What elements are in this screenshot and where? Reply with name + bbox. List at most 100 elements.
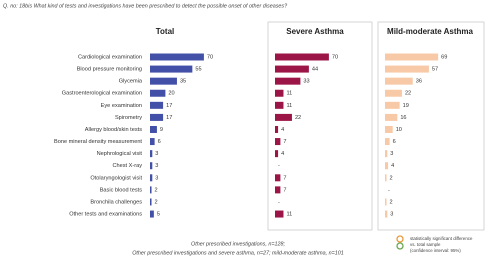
value-label: 70 (207, 54, 213, 60)
value-label: 2 (390, 175, 393, 181)
bar (385, 113, 398, 121)
bar (150, 198, 152, 206)
value-label: 4 (281, 127, 284, 133)
category-label: Eye examination (101, 103, 142, 109)
note: Other prescribed investigations and seve… (132, 250, 344, 256)
bar (275, 113, 292, 121)
value-label: 17 (166, 103, 172, 109)
value-label: 5 (157, 212, 160, 218)
bar (275, 77, 301, 85)
significance-note: vs. total sample (410, 242, 441, 247)
value-label: 3 (390, 212, 393, 218)
bar (150, 186, 152, 194)
category-label: Bone mineral density measurement (54, 139, 142, 145)
category-label: Allergy blood/skin tests (85, 127, 142, 133)
value-label: 55 (195, 67, 201, 73)
value-label: 16 (400, 115, 406, 121)
bar (385, 162, 389, 170)
bar (275, 186, 281, 194)
category-label: Otolaryngologist visit (90, 175, 142, 181)
bar (275, 53, 329, 61)
value-label: 3 (390, 151, 393, 157)
value-label: 17 (166, 115, 172, 121)
bar (150, 210, 154, 218)
bar (150, 125, 157, 133)
panel-frame (377, 21, 485, 231)
value-label: 69 (441, 54, 447, 60)
value-label: 2 (155, 199, 158, 205)
category-label: Gastroenterological examination (62, 91, 142, 97)
bar (385, 125, 393, 133)
value-label: - (388, 187, 390, 193)
category-label: Basic blood tests (100, 187, 142, 193)
bar (385, 150, 388, 158)
bar (385, 138, 390, 146)
value-label: 6 (393, 139, 396, 145)
bar (150, 101, 164, 109)
bar (385, 174, 387, 182)
bar (150, 113, 164, 121)
bar (385, 77, 413, 85)
value-label: - (278, 199, 280, 205)
panel-title: Severe Asthma (286, 27, 344, 36)
panel-title: Total (156, 27, 175, 36)
category-label: Glycemia (119, 79, 143, 85)
value-label: 4 (281, 151, 284, 157)
value-label: 2 (390, 199, 393, 205)
value-label: 9 (160, 127, 163, 133)
value-label: 22 (405, 91, 411, 97)
significance-icon (396, 235, 404, 250)
bar (150, 65, 193, 73)
bar (385, 210, 388, 218)
bar (275, 65, 309, 73)
bar (275, 138, 281, 146)
category-label: Chest X-ray (112, 163, 142, 169)
value-label: 7 (283, 175, 286, 181)
bar (150, 174, 153, 182)
bar (150, 77, 177, 85)
value-label: 4 (391, 163, 394, 169)
value-label: 7 (283, 187, 286, 193)
bar (275, 210, 284, 218)
value-label: 44 (312, 67, 318, 73)
value-label: 2 (155, 187, 158, 193)
significance-note: (confidence interval: 95%) (410, 248, 461, 253)
bar (275, 150, 279, 158)
bar (150, 138, 155, 146)
value-label: 35 (180, 79, 186, 85)
category-label: Other tests and examinations (69, 212, 142, 218)
category-label: Nephrological visit (97, 151, 143, 157)
value-label: - (278, 163, 280, 169)
value-label: 36 (416, 79, 422, 85)
bar (385, 65, 429, 73)
bar (275, 174, 281, 182)
value-label: 11 (286, 103, 292, 109)
bar (385, 198, 387, 206)
value-label: 19 (403, 103, 409, 109)
value-label: 3 (155, 175, 158, 181)
category-label: Bronchila challenges (90, 199, 142, 205)
panel-title: Mild-moderate Asthma (387, 27, 473, 36)
bar (385, 101, 400, 109)
bar (275, 125, 279, 133)
value-label: 6 (158, 139, 161, 145)
value-label: 3 (155, 163, 158, 169)
bar (150, 89, 166, 97)
bar (385, 53, 439, 61)
value-label: 20 (168, 91, 174, 97)
value-label: 70 (332, 54, 338, 60)
bar (150, 162, 153, 170)
bar (150, 53, 204, 61)
value-label: 22 (295, 115, 301, 121)
value-label: 11 (286, 91, 292, 97)
bar (275, 89, 284, 97)
category-label: Cardiological examination (78, 54, 142, 60)
category-label: Spirometry (115, 115, 142, 121)
category-label: Blood pressure monitoring (77, 67, 142, 73)
panel-frame (267, 21, 373, 231)
bar (150, 150, 153, 158)
significance-note: statistically significant difference (410, 236, 473, 241)
bar (385, 89, 402, 97)
value-label: 3 (155, 151, 158, 157)
